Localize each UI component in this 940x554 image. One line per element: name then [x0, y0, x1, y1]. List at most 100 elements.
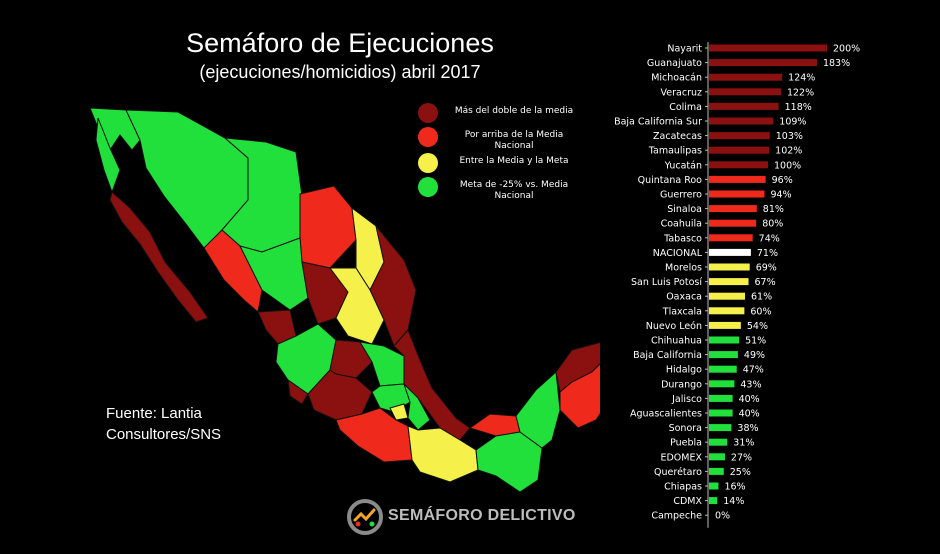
- category-label: Colima: [669, 102, 702, 113]
- category-label: Baja California Sur: [614, 117, 702, 128]
- source-note: Fuente: Lantia Consultores/SNS: [106, 403, 221, 445]
- brand-name: SEMÁFORO DELICTIVO: [388, 507, 576, 524]
- category-label: San Luis Potosí: [631, 277, 702, 288]
- category-label: Durango: [661, 379, 702, 390]
- legend-swatch: [418, 103, 438, 123]
- bar: [709, 146, 770, 154]
- value-label: 74%: [759, 233, 780, 244]
- value-label: 183%: [823, 58, 850, 69]
- map-region-sinaloa: [203, 229, 263, 313]
- value-label: 67%: [755, 277, 776, 288]
- value-label: 109%: [779, 117, 806, 128]
- legend-label: Más del doble de la media: [454, 106, 574, 116]
- value-label: 40%: [739, 394, 760, 405]
- value-label: 80%: [762, 219, 783, 230]
- bar: [709, 365, 737, 373]
- value-label: 25%: [730, 467, 751, 478]
- legend-swatch: [418, 153, 438, 173]
- value-label: 200%: [833, 44, 860, 55]
- bar: [709, 88, 781, 96]
- category-label: Oaxaca: [666, 292, 702, 303]
- value-label: 16%: [724, 482, 745, 493]
- bar-chart: Nayarit 200% Guanajuato 183% Michoacán 124% Ve…: [614, 42, 860, 528]
- category-label: Chihuahua: [651, 336, 702, 347]
- category-label: Quintana Roo: [638, 175, 703, 186]
- bar: [709, 351, 738, 359]
- bar: [709, 278, 749, 286]
- value-label: 43%: [740, 379, 761, 390]
- bar: [709, 73, 783, 81]
- map-region-campeche: [515, 370, 561, 449]
- category-label: EDOMEX: [660, 452, 702, 463]
- category-label: Campeche: [651, 511, 702, 522]
- value-label: 47%: [743, 365, 764, 376]
- value-label: 103%: [776, 131, 803, 142]
- bar: [709, 102, 779, 110]
- category-label: Veracruz: [661, 87, 702, 98]
- value-label: 54%: [747, 321, 768, 332]
- value-label: 40%: [739, 409, 760, 420]
- bar: [709, 453, 725, 461]
- legend-label: Entre la Media y la Meta: [459, 156, 569, 166]
- value-label: 0%: [715, 511, 730, 522]
- legend-label: Meta de -25% vs. Media Nacional: [459, 180, 569, 201]
- bar: [709, 424, 732, 432]
- bar: [709, 482, 719, 490]
- category-label: Yucatán: [664, 160, 702, 171]
- category-label: CDMX: [673, 496, 702, 507]
- bar: [709, 336, 740, 344]
- value-label: 122%: [787, 87, 814, 98]
- bar: [709, 292, 745, 300]
- value-label: 51%: [745, 336, 766, 347]
- map-region-oaxaca: [407, 425, 479, 483]
- legend-label: Por arriba de la Media Nacional: [464, 130, 564, 151]
- value-label: 14%: [723, 496, 744, 507]
- category-label: Sinaloa: [667, 204, 702, 215]
- map-region-baja-california-sur: [109, 191, 209, 323]
- category-label: Querétaro: [654, 467, 702, 478]
- category-label: Sonora: [669, 423, 702, 434]
- chart-subtitle: (ejecuciones/homicidios) abril 2017: [199, 62, 481, 82]
- value-label: 31%: [733, 438, 754, 449]
- map-region-coahuila: [299, 185, 357, 269]
- legend-swatch: [418, 177, 438, 197]
- category-label: Hidalgo: [666, 365, 702, 376]
- bar: [709, 219, 757, 227]
- value-label: 61%: [751, 292, 772, 303]
- value-label: 96%: [772, 175, 793, 186]
- value-label: 69%: [756, 263, 777, 274]
- bar: [709, 394, 733, 402]
- value-label: 71%: [757, 248, 778, 259]
- category-label: Tabasco: [663, 233, 702, 244]
- category-label: Coahuila: [661, 219, 702, 230]
- map-region-veracruz: [393, 329, 471, 441]
- bar: [709, 234, 753, 242]
- bar: [709, 321, 741, 329]
- source-line: Fuente: Lantia: [106, 405, 202, 422]
- category-label: Puebla: [670, 438, 702, 449]
- value-label: 49%: [744, 350, 765, 361]
- map-region-quintana-roo: [559, 363, 600, 429]
- category-label: Guerrero: [660, 190, 702, 201]
- bar: [709, 175, 766, 183]
- category-label: Nuevo León: [646, 321, 702, 332]
- traffic-light-icon: [347, 499, 383, 535]
- bar: [709, 205, 757, 213]
- chart-title: Semáforo de Ejecuciones: [186, 28, 494, 58]
- bar: [709, 248, 751, 256]
- bar: [709, 59, 817, 67]
- value-label: 124%: [788, 73, 815, 84]
- category-label: Michoacán: [651, 73, 702, 84]
- category-label: Tlaxcala: [662, 306, 702, 317]
- map-region-chiapas: [475, 431, 543, 493]
- map-region-tabasco: [468, 413, 521, 437]
- value-label: 60%: [750, 306, 771, 317]
- value-label: 94%: [770, 190, 791, 201]
- category-label: Aguascalientes: [630, 409, 702, 420]
- value-label: 81%: [763, 204, 784, 215]
- bar: [709, 263, 750, 271]
- category-label: Zacatecas: [653, 131, 702, 142]
- category-label: Baja California: [633, 350, 702, 361]
- bar: [709, 44, 827, 52]
- bar: [709, 132, 770, 140]
